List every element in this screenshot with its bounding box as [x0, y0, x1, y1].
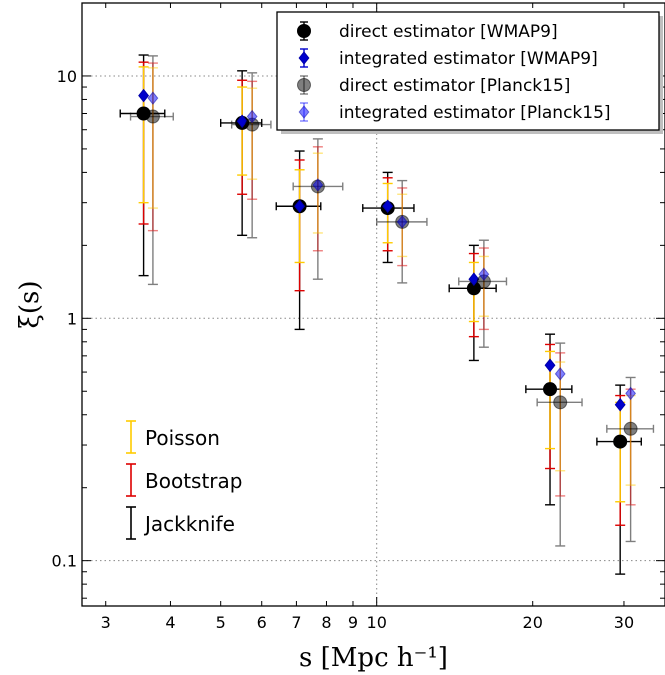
integrated-estimator-point	[544, 358, 556, 373]
integrated-estimator-point	[478, 267, 490, 282]
x-tick-label: 10	[367, 613, 387, 632]
legend-marker	[297, 78, 311, 92]
integrated-estimator-point	[614, 397, 626, 412]
integrated-estimator-point	[147, 91, 159, 105]
axis-ticks: 3 4 5 6 7 8 9 10 20 30 0.1 1 10	[52, 3, 665, 632]
series-legend: direct estimator [WMAP9] integrated estim…	[276, 11, 663, 134]
integrated-estimator-point	[468, 272, 480, 286]
poisson-error-bar	[237, 86, 248, 176]
error-legend-label: Jackknife	[143, 512, 235, 536]
direct-estimator-point	[613, 434, 628, 449]
x-tick-label: 7	[291, 613, 301, 632]
y-tick-label: 10	[57, 67, 77, 86]
legend-label: direct estimator [WMAP9]	[339, 22, 558, 42]
integrated-estimator-point	[312, 178, 324, 192]
y-axis-title: ξ(s)	[15, 281, 45, 329]
data-markers	[136, 88, 638, 449]
poisson-error-bar	[294, 169, 305, 264]
x-axis-title: s [Mpc h⁻¹]	[299, 643, 448, 673]
poisson-error-bar	[147, 67, 158, 209]
y-tick-label: 1	[67, 309, 77, 328]
poisson-error-bar	[625, 394, 636, 486]
integrated-estimator-point	[138, 88, 150, 103]
x-tick-label: 5	[216, 613, 226, 632]
x-tick-label: 6	[257, 613, 267, 632]
plot-frame	[81, 2, 665, 607]
direct-estimator-point	[543, 382, 558, 397]
error-legend-label: Bootstrap	[145, 469, 242, 493]
integrated-estimator-point	[554, 367, 566, 381]
direct-estimator-point	[553, 395, 568, 410]
integrated-estimator-point	[396, 215, 408, 229]
legend-box	[276, 11, 660, 131]
error-legend-label: Poisson	[145, 426, 220, 450]
legend-marker	[298, 105, 310, 119]
x-tick-label: 20	[523, 613, 543, 632]
integrated-estimator-point	[236, 114, 248, 129]
integrated-estimator-point	[625, 386, 637, 401]
legend-marker	[297, 24, 311, 38]
integrated-estimator-point	[246, 109, 258, 124]
integrated-estimator-point	[382, 199, 394, 214]
x-tick-label: 8	[321, 613, 331, 632]
x-tick-label: 30	[614, 613, 634, 632]
x-tick-label: 4	[165, 613, 175, 632]
legend-label: direct estimator [Planck15]	[339, 76, 570, 96]
error-type-legend: Poisson Bootstrap Jackknife	[126, 420, 242, 540]
poisson-error-bar	[138, 66, 149, 204]
poisson-error-bar	[615, 401, 626, 503]
legend-marker	[298, 51, 310, 65]
legend-label: integrated estimator [WMAP9]	[339, 49, 598, 69]
x-tick-label: 9	[348, 613, 358, 632]
legend-label: integrated estimator [Planck15]	[339, 103, 611, 123]
x-tick-label: 3	[101, 613, 111, 632]
y-tick-label: 0.1	[52, 552, 77, 571]
poisson-error-bar	[247, 87, 258, 180]
direct-estimator-point	[145, 109, 160, 124]
integrated-estimator-point	[294, 199, 306, 214]
direct-estimator-point	[623, 421, 638, 436]
